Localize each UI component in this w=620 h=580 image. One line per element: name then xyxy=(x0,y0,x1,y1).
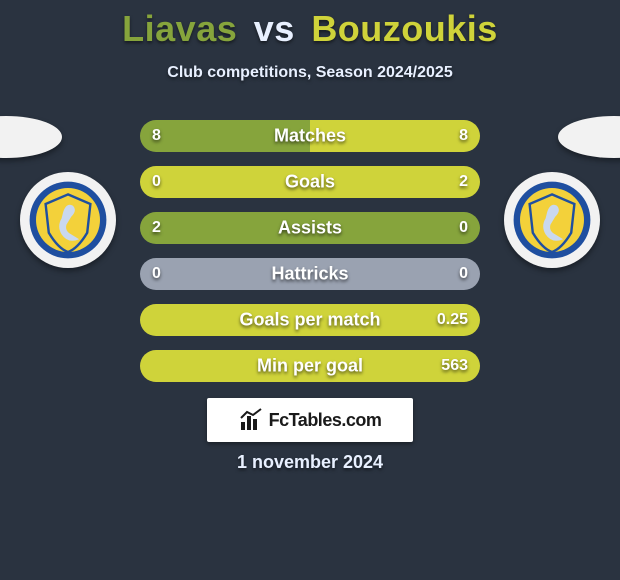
player1-avatar xyxy=(0,116,62,158)
stat-row: Hattricks00 xyxy=(140,258,480,290)
player1-club-crest xyxy=(20,172,116,268)
player1-name: Liavas xyxy=(122,8,237,49)
stats-bars: Matches88 Goals02 Assists20 Hattricks00 Goal… xyxy=(140,120,480,396)
date-label: 1 november 2024 xyxy=(0,452,620,473)
crest-icon xyxy=(28,180,108,260)
stat-bar-track xyxy=(140,304,480,336)
stat-row: Goals02 xyxy=(140,166,480,198)
stat-bar-left xyxy=(140,212,480,244)
crest-icon xyxy=(512,180,592,260)
stat-row: Min per goal563 xyxy=(140,350,480,382)
subtitle: Club competitions, Season 2024/2025 xyxy=(0,64,620,82)
stat-bar-track xyxy=(140,212,480,244)
stat-bar-left xyxy=(140,120,310,152)
stat-bar-right xyxy=(140,304,480,336)
player2-club-crest xyxy=(504,172,600,268)
stat-bar-right xyxy=(140,350,480,382)
stat-bar-neutral xyxy=(140,258,480,290)
player2-name: Bouzoukis xyxy=(311,8,498,49)
stat-row: Matches88 xyxy=(140,120,480,152)
stat-row: Goals per match0.25 xyxy=(140,304,480,336)
stat-bar-track xyxy=(140,166,480,198)
stat-bar-track xyxy=(140,120,480,152)
stat-bar-track xyxy=(140,350,480,382)
comparison-title: Liavas vs Bouzoukis xyxy=(0,0,620,50)
stat-bar-right xyxy=(310,120,480,152)
chart-icon xyxy=(239,408,263,432)
stat-row: Assists20 xyxy=(140,212,480,244)
branding-badge: FcTables.com xyxy=(207,398,413,442)
branding-text: FcTables.com xyxy=(269,410,382,431)
stat-bar-right xyxy=(140,166,480,198)
player2-avatar xyxy=(558,116,620,158)
vs-separator: vs xyxy=(254,8,295,49)
stat-bar-track xyxy=(140,258,480,290)
